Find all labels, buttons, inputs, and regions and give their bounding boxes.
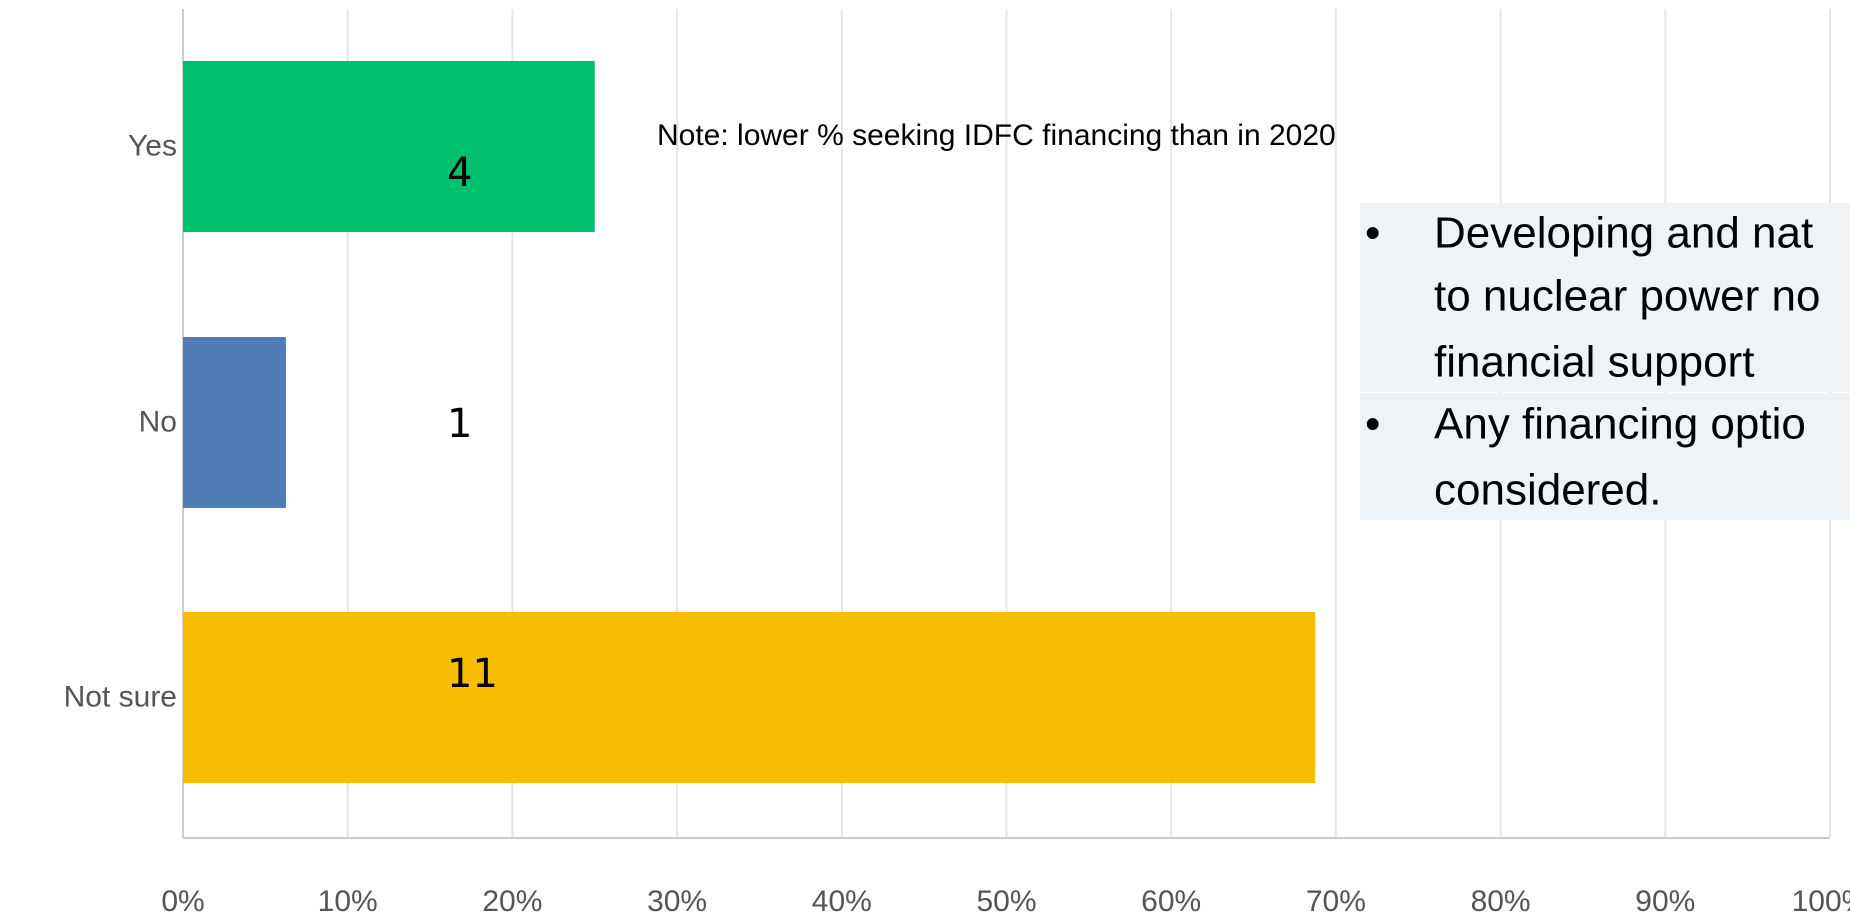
bullet: • [1365,400,1380,449]
count-label: 11 [447,651,498,697]
callout-box [1360,393,1850,520]
callout-text: Any financing optio [1434,400,1806,449]
x-tick-label: 60% [1141,885,1201,918]
x-tick-label: 10% [318,885,378,918]
y-tick-label: Not sure [64,680,177,713]
y-tick-label: Yes [128,129,177,162]
bar [183,337,286,508]
callout-box [1360,203,1850,392]
x-tick-label: 50% [976,885,1036,918]
x-tick-label: 20% [482,885,542,918]
x-tick-label: 90% [1635,885,1695,918]
x-tick-label: 70% [1306,885,1366,918]
x-tick-label: 30% [647,885,707,918]
y-tick-label: No [139,405,177,438]
x-tick-label: 40% [812,885,872,918]
callout-text: financial support [1434,338,1754,387]
annotation: Note: lower % seeking IDFC financing tha… [657,119,1336,152]
x-tick-label: 80% [1471,885,1531,918]
count-label: 1 [447,401,472,447]
callout-text: considered. [1434,466,1661,515]
count-label: 4 [447,150,472,196]
x-tick-label: 0% [161,885,204,918]
callout-text: to nuclear power no [1434,272,1820,321]
bar [183,612,1316,783]
x-tick-label: 100% [1792,885,1850,918]
callout-text: Developing and nat [1434,209,1813,258]
bullet: • [1365,209,1380,258]
bar [183,61,595,232]
